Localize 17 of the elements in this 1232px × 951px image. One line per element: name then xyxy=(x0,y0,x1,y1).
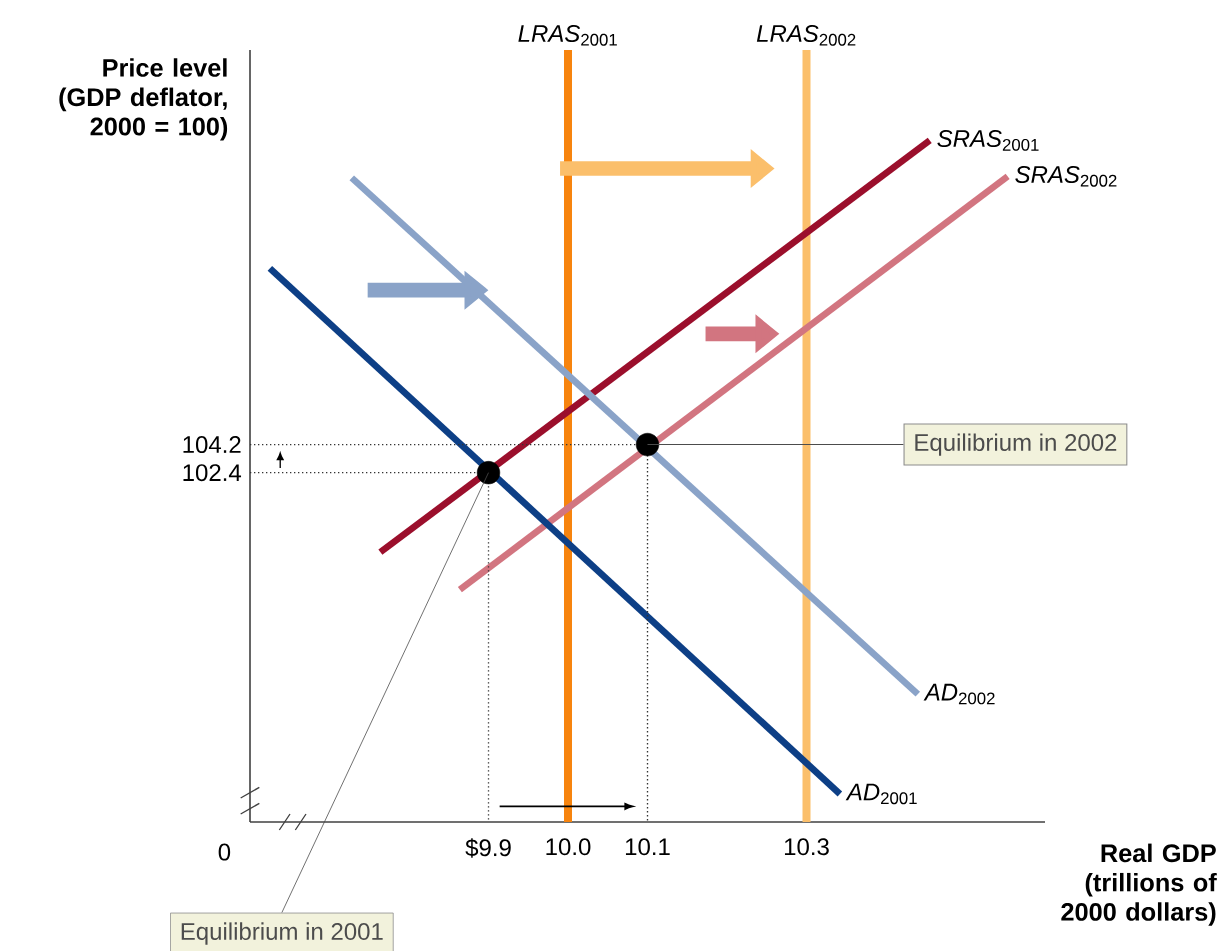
x-tick-label: 10.3 xyxy=(784,838,829,856)
x-tick-label: $9.9 xyxy=(465,838,511,858)
text: 0 xyxy=(218,843,231,861)
y-tick-label: 104.2 xyxy=(183,436,241,454)
series-label: LRAS$_{2001}$ xyxy=(518,24,617,46)
series-label: SRAS$_{2002}$ xyxy=(1015,165,1117,187)
annotation: Equilibrium in 2002 xyxy=(915,433,1117,456)
series-label: AD$_{2001}$ xyxy=(845,783,917,805)
series-label: LRAS$_{2002}$ xyxy=(756,24,856,46)
series-label: AD$_{2002}$ xyxy=(923,683,995,705)
x-axis-title: Real GDP (trillions of 2000 dollars) xyxy=(1061,843,1217,926)
x-tick-label: 10.1 xyxy=(625,838,670,856)
y-tick-label: 102.4 xyxy=(183,464,242,482)
x-tick-label: 10.0 xyxy=(546,838,591,856)
annotation: Equilibrium in 2001 xyxy=(181,922,383,945)
series-label: SRAS$_{2001}$ xyxy=(937,130,1039,151)
y-axis-title: Price level (GDP deflator, 2000 = 100) xyxy=(59,58,228,141)
